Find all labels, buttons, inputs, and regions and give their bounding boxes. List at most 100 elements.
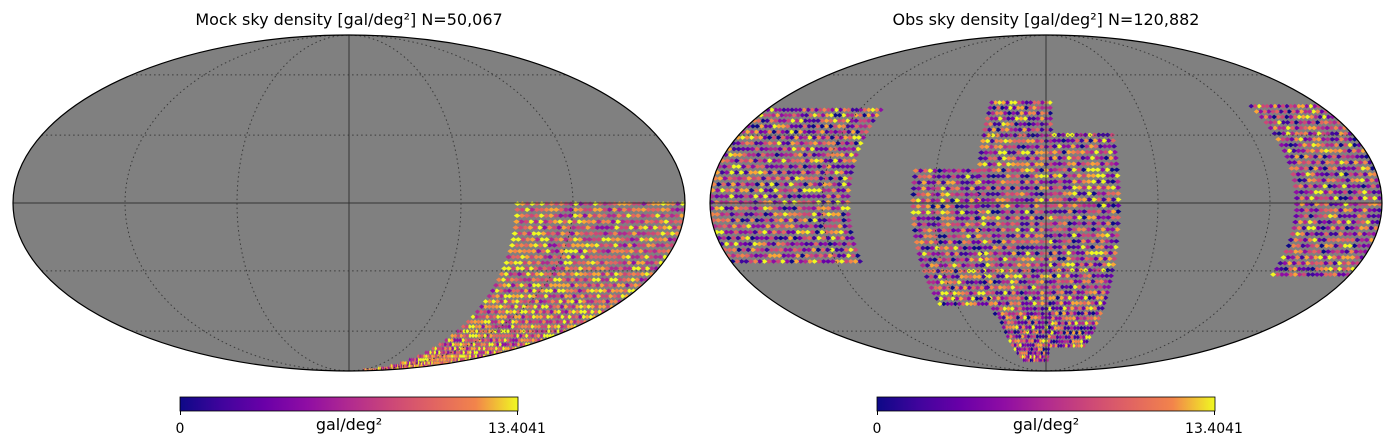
density-cell	[939, 180, 947, 185]
density-cell	[1278, 142, 1285, 148]
density-cell	[1296, 142, 1303, 148]
density-cell	[515, 237, 522, 242]
density-cell	[1018, 116, 1024, 121]
density-cell	[1114, 185, 1122, 190]
density-cell	[912, 168, 919, 173]
density-cell	[608, 225, 616, 230]
density-cell	[979, 197, 987, 203]
density-cell	[740, 146, 747, 152]
density-cell	[1015, 346, 1020, 352]
density-cell	[806, 182, 814, 187]
density-cell	[735, 247, 743, 253]
density-cell	[1080, 209, 1088, 214]
density-cell	[1056, 320, 1062, 326]
density-cell	[1306, 136, 1313, 142]
density-cell	[575, 293, 581, 299]
density-cell	[514, 282, 520, 288]
density-cell	[536, 266, 544, 271]
density-cell	[455, 350, 459, 355]
density-cell	[484, 314, 490, 320]
density-cell	[1097, 284, 1103, 290]
density-cell	[582, 271, 589, 277]
density-cell	[1103, 155, 1110, 161]
density-cell	[581, 237, 588, 242]
density-cell	[659, 213, 666, 218]
density-cell	[1019, 329, 1024, 335]
density-cell	[648, 260, 655, 266]
density-cell	[1297, 136, 1304, 142]
density-cell	[1261, 109, 1268, 114]
density-cell	[610, 213, 618, 218]
density-cell	[944, 180, 952, 185]
density-cell	[1028, 233, 1036, 239]
density-cell	[748, 140, 755, 146]
density-cell	[719, 217, 727, 223]
density-cell	[995, 127, 1002, 133]
density-cell	[525, 271, 532, 277]
density-cell	[556, 324, 561, 329]
density-cell	[502, 288, 508, 294]
density-cell	[1338, 249, 1346, 254]
density-cell	[1007, 268, 1014, 273]
density-cell	[920, 180, 928, 185]
density-cell	[1302, 109, 1309, 114]
density-cell	[774, 112, 781, 118]
density-cell	[1350, 166, 1357, 171]
density-cell	[853, 123, 860, 129]
density-cell	[553, 248, 561, 254]
density-cell	[984, 209, 992, 215]
density-cell	[612, 243, 619, 248]
density-cell	[1074, 343, 1079, 349]
density-cell	[659, 243, 666, 248]
obs-panel: Obs sky density [gal/deg²] N=120,882 0 1…	[709, 10, 1383, 437]
density-cell	[577, 207, 584, 212]
density-cell	[1284, 120, 1291, 125]
density-cell	[1068, 273, 1075, 279]
density-cell	[510, 299, 516, 304]
density-cell	[930, 279, 937, 285]
density-cell	[1023, 320, 1028, 325]
density-cell	[1111, 149, 1118, 155]
density-cell	[562, 319, 567, 325]
density-cell	[779, 259, 786, 264]
density-cell	[640, 207, 647, 212]
density-cell	[752, 158, 759, 163]
density-cell	[829, 205, 837, 211]
density-cell	[1003, 105, 1009, 111]
density-cell	[461, 342, 466, 347]
density-cell	[1290, 260, 1298, 266]
density-cell	[953, 198, 961, 203]
density-cell	[910, 186, 918, 191]
density-cell	[830, 140, 837, 146]
density-cell	[1015, 150, 1022, 155]
density-cell	[1358, 255, 1365, 260]
density-cell	[511, 342, 515, 347]
density-cell	[803, 158, 811, 163]
density-cell	[790, 146, 797, 152]
density-cell	[1292, 114, 1298, 120]
density-cell	[810, 188, 818, 193]
density-cell	[653, 260, 660, 266]
density-cell	[510, 293, 517, 299]
density-cell	[1358, 225, 1365, 231]
density-cell	[1097, 250, 1105, 256]
density-cell	[1293, 207, 1301, 213]
density-cell	[857, 112, 864, 118]
density-cell	[1047, 295, 1053, 301]
density-cell	[1015, 315, 1021, 320]
density-cell	[560, 288, 566, 294]
density-cell	[1108, 273, 1115, 279]
density-cell	[714, 188, 721, 193]
density-cell	[949, 216, 956, 221]
density-cell	[1034, 133, 1041, 138]
density-cell	[452, 357, 455, 362]
density-cell	[1009, 221, 1016, 227]
density-cell	[624, 219, 631, 224]
density-cell	[600, 219, 607, 224]
density-cell	[1306, 237, 1314, 243]
density-cell	[1092, 325, 1097, 331]
density-cell	[743, 259, 750, 264]
density-cell	[525, 248, 533, 254]
density-cell	[1351, 195, 1359, 201]
density-cell	[1099, 233, 1106, 238]
